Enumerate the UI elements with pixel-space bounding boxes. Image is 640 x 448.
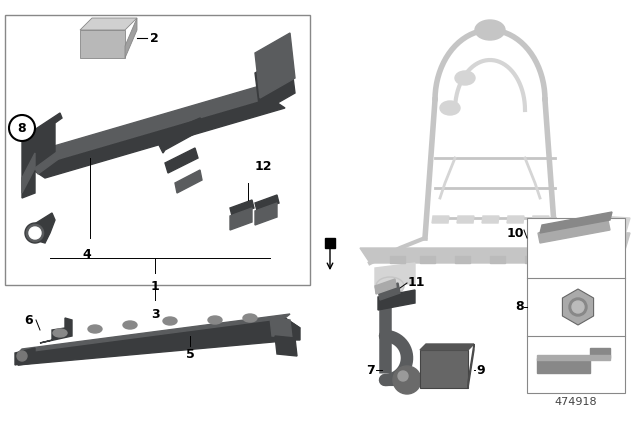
Polygon shape [420, 344, 474, 350]
Circle shape [572, 301, 584, 313]
Polygon shape [255, 53, 295, 113]
Circle shape [9, 115, 35, 141]
Polygon shape [420, 256, 435, 263]
Text: 10: 10 [506, 227, 524, 240]
Polygon shape [15, 348, 35, 365]
Circle shape [398, 371, 408, 381]
Polygon shape [175, 170, 202, 193]
Text: 1: 1 [150, 280, 159, 293]
Text: 3: 3 [150, 308, 159, 321]
Polygon shape [540, 212, 612, 233]
Polygon shape [375, 279, 396, 294]
Ellipse shape [440, 101, 460, 115]
Ellipse shape [88, 325, 102, 333]
Ellipse shape [163, 317, 177, 325]
Polygon shape [22, 153, 35, 193]
Text: 4: 4 [83, 248, 92, 261]
Text: 2: 2 [150, 31, 159, 44]
Polygon shape [375, 263, 415, 288]
Polygon shape [28, 213, 55, 243]
Text: 9: 9 [476, 363, 484, 376]
Polygon shape [18, 318, 300, 365]
Text: 8: 8 [515, 301, 524, 314]
Text: 12: 12 [255, 160, 273, 173]
Polygon shape [125, 18, 137, 58]
Polygon shape [255, 33, 295, 98]
FancyBboxPatch shape [5, 15, 310, 285]
Ellipse shape [376, 277, 404, 295]
Polygon shape [165, 148, 198, 173]
Polygon shape [18, 314, 290, 353]
Polygon shape [482, 216, 499, 223]
Ellipse shape [123, 321, 137, 329]
Polygon shape [507, 216, 524, 223]
Polygon shape [378, 283, 400, 300]
Polygon shape [390, 256, 405, 263]
Polygon shape [155, 118, 205, 153]
Polygon shape [18, 318, 300, 365]
Ellipse shape [455, 71, 475, 85]
Polygon shape [378, 290, 415, 310]
Polygon shape [555, 263, 595, 288]
Polygon shape [80, 18, 137, 30]
Ellipse shape [53, 329, 67, 337]
Circle shape [29, 227, 41, 239]
FancyBboxPatch shape [527, 218, 625, 393]
Polygon shape [537, 355, 610, 360]
Polygon shape [22, 113, 62, 198]
Polygon shape [525, 256, 540, 263]
Text: 8: 8 [18, 121, 26, 134]
Polygon shape [30, 98, 285, 178]
Polygon shape [35, 146, 68, 174]
Polygon shape [432, 216, 449, 223]
Polygon shape [80, 30, 125, 58]
Polygon shape [30, 83, 285, 163]
Ellipse shape [243, 314, 257, 322]
Polygon shape [532, 216, 549, 223]
Text: 474918: 474918 [555, 397, 597, 407]
Ellipse shape [546, 277, 574, 295]
Polygon shape [40, 318, 72, 343]
Polygon shape [457, 216, 474, 223]
Text: 7: 7 [366, 363, 375, 376]
Text: 6: 6 [24, 314, 33, 327]
Polygon shape [360, 248, 610, 263]
Polygon shape [490, 256, 505, 263]
Polygon shape [468, 344, 474, 388]
Polygon shape [560, 256, 575, 263]
Polygon shape [270, 318, 292, 338]
Polygon shape [537, 348, 610, 373]
Ellipse shape [475, 20, 505, 40]
Polygon shape [255, 195, 279, 211]
Ellipse shape [17, 351, 27, 361]
Polygon shape [595, 216, 630, 235]
Polygon shape [455, 256, 470, 263]
Text: 5: 5 [186, 348, 195, 361]
Polygon shape [230, 200, 254, 216]
Polygon shape [538, 220, 610, 243]
Polygon shape [255, 203, 277, 225]
Circle shape [393, 366, 421, 394]
Text: 11: 11 [408, 276, 426, 289]
Circle shape [569, 298, 587, 316]
Polygon shape [230, 208, 252, 230]
Polygon shape [595, 231, 630, 250]
Ellipse shape [208, 316, 222, 324]
Circle shape [25, 223, 45, 243]
FancyBboxPatch shape [420, 350, 468, 388]
Polygon shape [325, 238, 335, 248]
Polygon shape [275, 336, 297, 356]
